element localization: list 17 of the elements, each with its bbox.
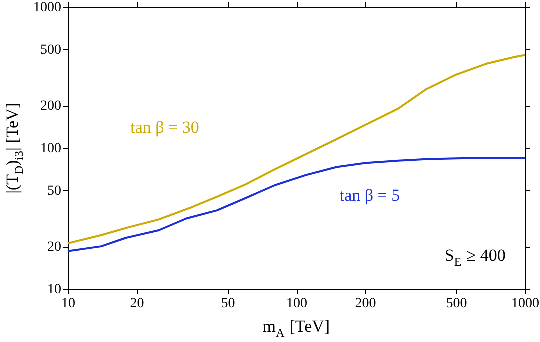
y-tick-label: 50 [48,184,62,199]
x-tick-label: 10 [62,296,76,312]
text: tan β = 30 [130,118,200,137]
x-tick-label: 100 [286,296,308,312]
y-tick-label: 10 [48,282,62,298]
y-tick-label: 500 [40,42,62,58]
series-label: tan β = 5 [340,186,400,205]
x-tick-label: 500 [446,296,468,312]
y-tick-label: 100 [40,142,62,156]
x-tick-label: 200 [355,296,376,312]
y-tick-label: 1000 [34,0,62,16]
y-axis-title: |(TD)i3| [TeV] [3,103,26,194]
x-tick-label: 1000 [512,296,540,312]
y-tick-label: 20 [48,240,62,256]
y-tick-label: 200 [40,99,62,114]
x-tick-label: 20 [130,296,144,312]
x-tick-label: 50 [221,296,236,312]
